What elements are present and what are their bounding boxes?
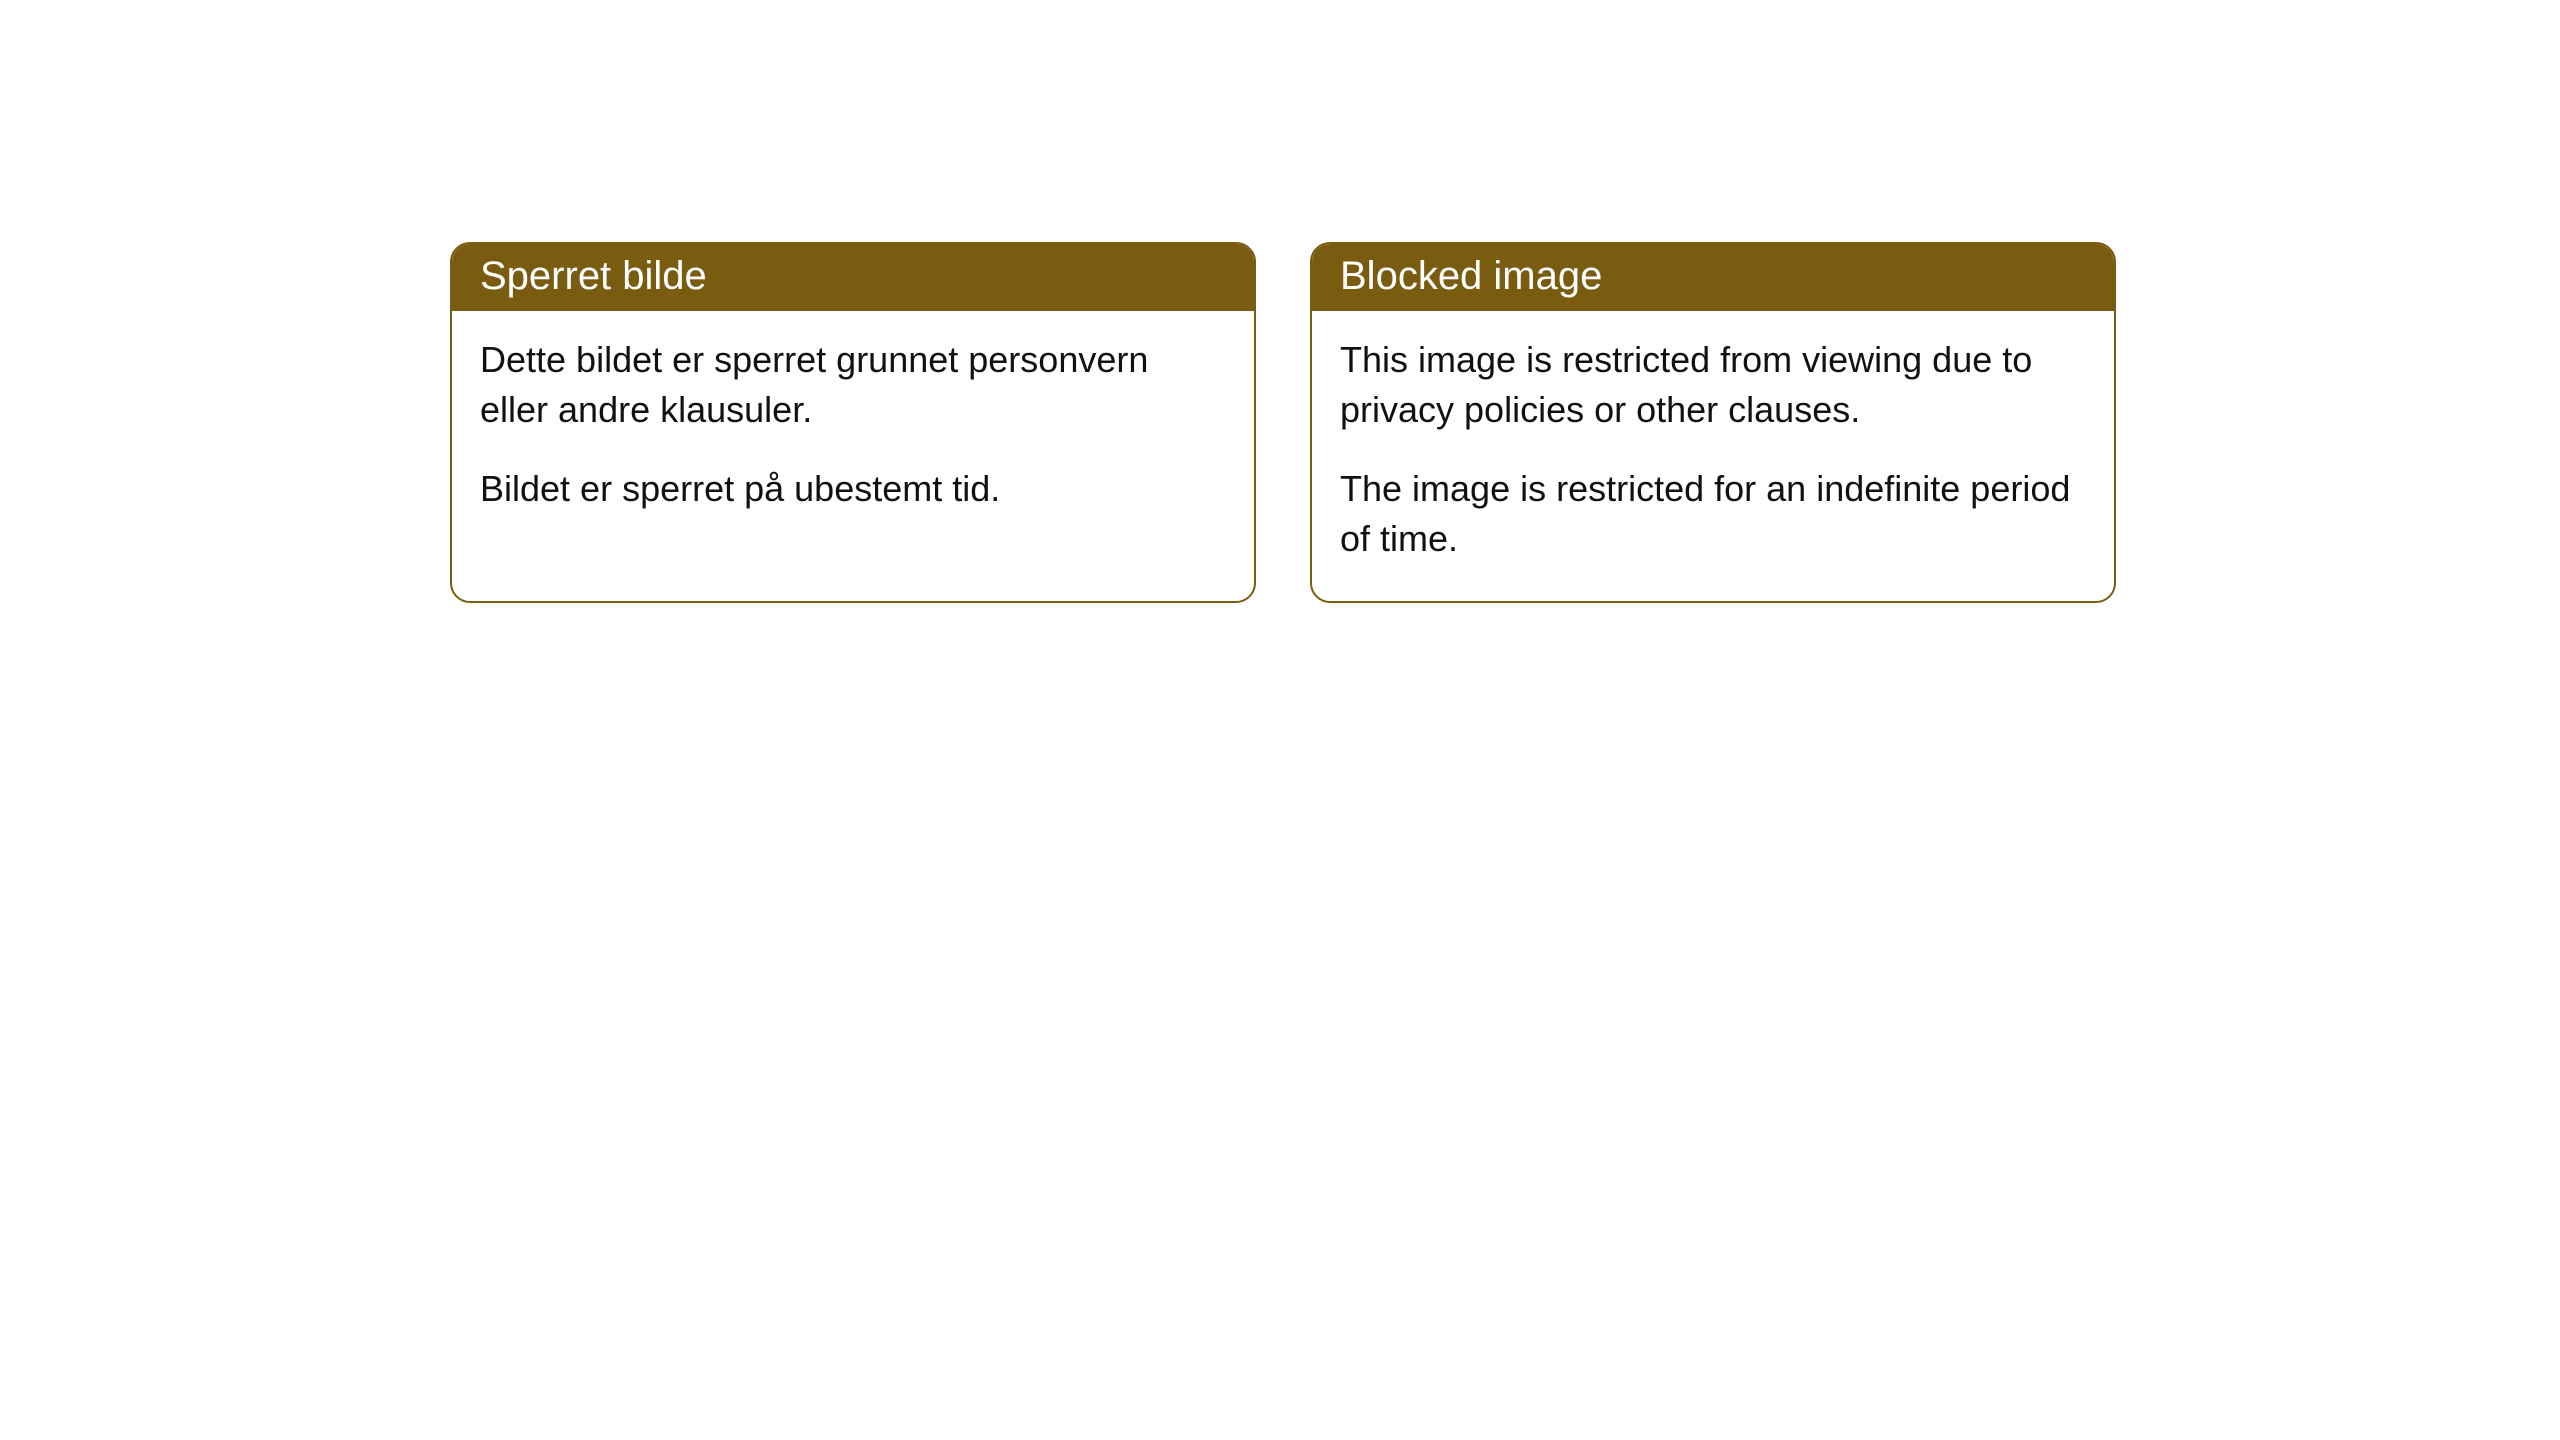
card-title: Blocked image [1340,254,1602,298]
blocked-image-card-en: Blocked image This image is restricted f… [1310,242,2116,603]
card-paragraph: Dette bildet er sperret grunnet personve… [480,335,1226,436]
card-header: Blocked image [1312,244,2114,311]
card-header: Sperret bilde [452,244,1254,311]
card-title: Sperret bilde [480,254,707,298]
card-paragraph: Bildet er sperret på ubestemt tid. [480,464,1226,514]
notice-cards-container: Sperret bilde Dette bildet er sperret gr… [450,242,2116,603]
card-paragraph: This image is restricted from viewing du… [1340,335,2086,436]
card-body: Dette bildet er sperret grunnet personve… [452,311,1254,550]
card-body: This image is restricted from viewing du… [1312,311,2114,601]
card-paragraph: The image is restricted for an indefinit… [1340,464,2086,565]
blocked-image-card-no: Sperret bilde Dette bildet er sperret gr… [450,242,1256,603]
